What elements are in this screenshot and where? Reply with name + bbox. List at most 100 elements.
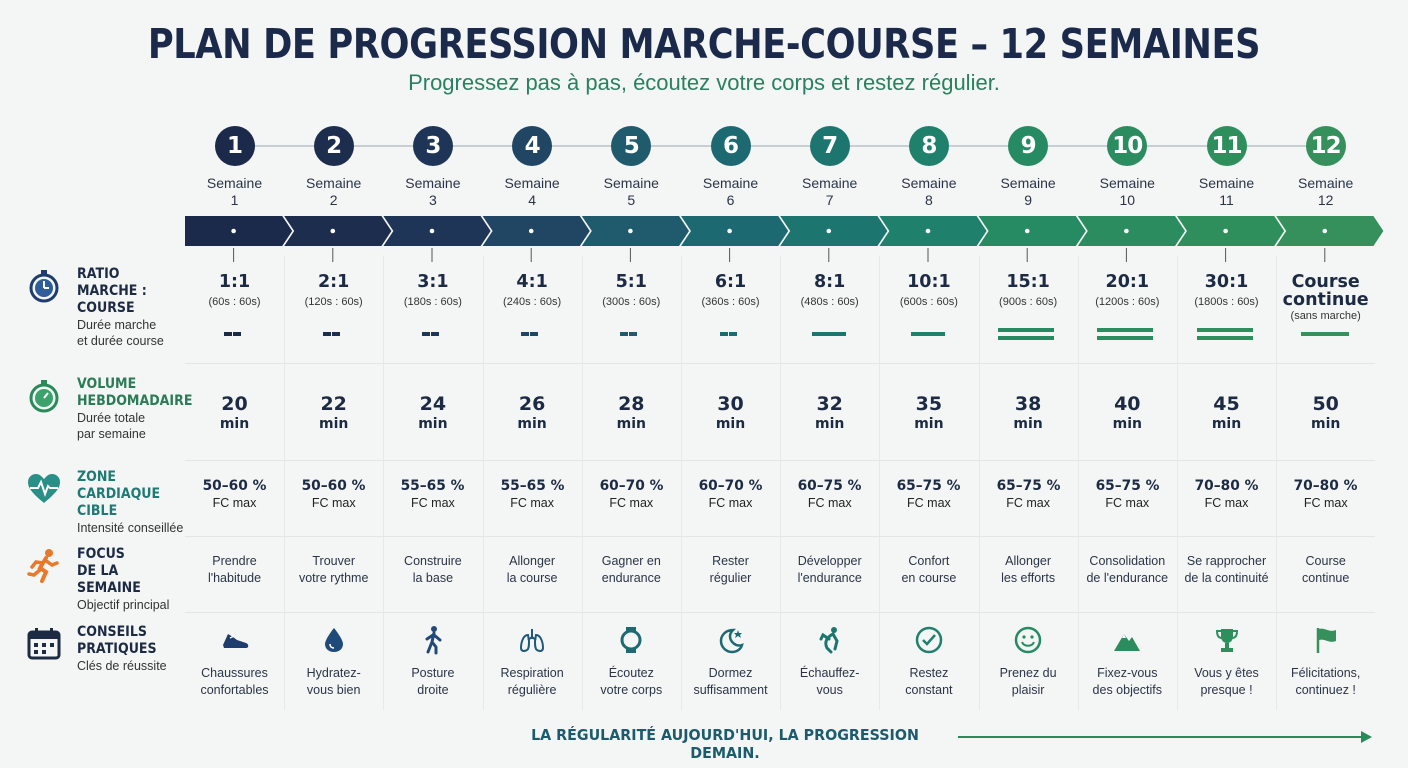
tip-line: Restez [909, 666, 949, 680]
row-header-focus: FOCUS DE LA SEMAINE Objectif principal [26, 546, 186, 613]
ratio-value: 1:1 [218, 272, 251, 292]
week-label: Semaine [504, 175, 560, 191]
page-subtitle: Progressez pas à pas, écoutez votre corp… [408, 70, 1000, 95]
tip-cell: Posture droite [383, 625, 482, 699]
column-divider [482, 256, 484, 710]
row-header-ratio: RATIO MARCHE : COURSE Durée marche et du… [26, 266, 186, 349]
arrow-segment [978, 216, 1086, 246]
zone-unit: FC max [609, 496, 654, 510]
arrow-dot [231, 228, 236, 234]
arrow-segment [284, 216, 392, 246]
row-title: FOCUS [77, 546, 125, 562]
zone-cell: 55–65 % FC max [483, 477, 582, 511]
arrow-dot [528, 228, 534, 234]
ratio-detail: (1200s : 60s) [1095, 296, 1160, 308]
ratio-bar-glyph [185, 332, 284, 344]
tip-line: votre corps [600, 683, 663, 697]
zone-value: 65–75 % [896, 478, 961, 494]
arrow-dot [429, 228, 435, 234]
tip-line: suffisamment [693, 683, 768, 697]
week-12: 12 Semaine 12 [1276, 126, 1375, 209]
focus-cell: Trouver votre rythme [284, 553, 383, 587]
zone-value: 60–70 % [599, 478, 664, 494]
ratio-detail: (480s : 60s) [800, 296, 859, 308]
tip-line: Chaussures [201, 666, 268, 680]
volume-value: 50 [1312, 393, 1339, 415]
arrow-segment [581, 216, 689, 246]
ratio-bar [421, 332, 430, 336]
tip-line: Échauffez- [799, 666, 860, 680]
week-label-number: 9 [1024, 192, 1032, 208]
mountain-icon [1114, 634, 1141, 651]
row-title: CONSEILS [77, 624, 147, 640]
row-title: DE LA SEMAINE [77, 563, 141, 596]
ratio-value: 8:1 [814, 272, 846, 292]
zone-unit: FC max [1204, 496, 1249, 510]
tip-line: Hydratez- [306, 666, 361, 680]
ratio-bar [998, 336, 1055, 340]
tip-line: Vous y êtes [1194, 666, 1259, 680]
ratio-value: 6:1 [714, 272, 747, 292]
arrow-dot [727, 228, 732, 234]
ratio-bar-glyph [681, 332, 780, 344]
arrow-segment [681, 216, 789, 246]
week-number-badge: 8 [908, 126, 949, 166]
volume-cell: 35 min [879, 393, 978, 433]
week-label: Semaine [1000, 175, 1056, 191]
focus-line: l'endurance [797, 571, 862, 585]
week-number-badge: 11 [1206, 126, 1247, 166]
week-number-badge: 4 [512, 126, 553, 166]
week-3: 3 Semaine 3 [383, 126, 482, 209]
zone-cell: 60–70 % FC max [582, 477, 681, 511]
stopwatch-icon [29, 270, 59, 303]
volume-value: 26 [518, 393, 546, 415]
zone-unit: FC max [1105, 496, 1150, 510]
tip-cell: Félicitations, continuez ! [1276, 625, 1375, 699]
focus-line: Développer [797, 554, 862, 568]
page-title: PLAN DE PROGRESSION MARCHE-COURSE – 12 S… [147, 20, 1261, 68]
week-label-number: 12 [1317, 192, 1334, 208]
focus-line: Prendre [212, 554, 257, 568]
ratio-detail: (900s : 60s) [999, 296, 1058, 308]
zone-value: 70–80 % [1293, 478, 1358, 494]
ratio-value: 10:1 [907, 272, 951, 292]
focus-line: Allonger [509, 554, 556, 568]
volume-cell: 30 min [681, 393, 780, 433]
week-number-badge: 6 [710, 126, 751, 166]
volume-cell: 50 min [1276, 393, 1375, 433]
volume-value: 40 [1114, 393, 1141, 415]
ratio-cell: 8:1 (480s : 60s) [780, 272, 879, 309]
volume-value: 38 [1014, 393, 1042, 415]
volume-value: 28 [618, 393, 645, 415]
tip-line: Félicitations, [1290, 666, 1361, 680]
volume-unit: min [319, 416, 349, 432]
zone-unit: FC max [1303, 496, 1348, 510]
zone-cell: 65–75 % FC max [1078, 477, 1177, 511]
row-title: PRATIQUES [77, 641, 157, 657]
focus-cell: Développer l'endurance [780, 553, 879, 587]
volume-cell: 28 min [582, 393, 681, 433]
volume-cell: 22 min [284, 393, 383, 433]
plan-grid [185, 256, 1375, 710]
volume-value: 32 [816, 393, 843, 415]
ratio-bar [322, 332, 331, 336]
week-label-number: 3 [428, 192, 437, 208]
week-label-number: 5 [627, 192, 636, 208]
ratio-cell: 6:1 (360s : 60s) [681, 272, 780, 309]
arrow-segment [1077, 216, 1185, 246]
row-divider [185, 460, 1375, 461]
shoe-icon [222, 634, 248, 648]
row-subtitle: Durée marche [77, 318, 157, 332]
ratio-bar [1097, 336, 1154, 340]
week-label-number: 1 [230, 192, 239, 208]
arrow-segment [879, 216, 987, 246]
ratio-value: 5:1 [615, 272, 647, 292]
smartwatch-icon [620, 627, 642, 653]
volume-unit: min [914, 416, 944, 432]
lungs-icon [520, 629, 545, 653]
volume-cell: 38 min [979, 393, 1078, 433]
ratio-detail: (sans marche) [1290, 310, 1361, 322]
week-1: 1 Semaine 1 [185, 126, 284, 209]
